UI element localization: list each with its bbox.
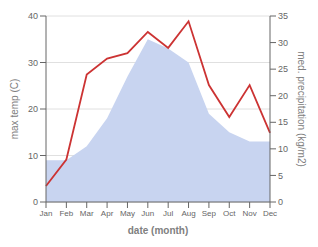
svg-text:10: 10: [278, 144, 288, 154]
svg-text:May: May: [120, 209, 135, 218]
svg-text:max temp (C): max temp (C): [9, 79, 20, 140]
svg-text:Apr: Apr: [101, 209, 114, 218]
svg-text:Dec: Dec: [263, 209, 277, 218]
svg-text:15: 15: [278, 117, 288, 127]
svg-text:Nov: Nov: [243, 209, 257, 218]
svg-text:20: 20: [28, 104, 38, 114]
svg-text:25: 25: [278, 64, 288, 74]
svg-text:Aug: Aug: [181, 209, 195, 218]
svg-text:Oct: Oct: [223, 209, 236, 218]
svg-text:0: 0: [33, 197, 38, 207]
svg-text:Feb: Feb: [59, 209, 73, 218]
svg-text:0: 0: [278, 197, 283, 207]
svg-text:Jan: Jan: [40, 209, 53, 218]
svg-text:30: 30: [278, 38, 288, 48]
svg-text:30: 30: [28, 58, 38, 68]
svg-text:Jul: Jul: [163, 209, 173, 218]
svg-text:Jun: Jun: [141, 209, 154, 218]
svg-text:35: 35: [278, 11, 288, 21]
svg-text:med. precipitation (kg/m2): med. precipitation (kg/m2): [296, 51, 307, 167]
svg-text:5: 5: [278, 171, 283, 181]
svg-text:Sep: Sep: [202, 209, 217, 218]
svg-text:10: 10: [28, 151, 38, 161]
svg-text:Mar: Mar: [80, 209, 94, 218]
svg-text:40: 40: [28, 11, 38, 21]
svg-text:date (month): date (month): [128, 225, 189, 236]
svg-text:20: 20: [278, 91, 288, 101]
